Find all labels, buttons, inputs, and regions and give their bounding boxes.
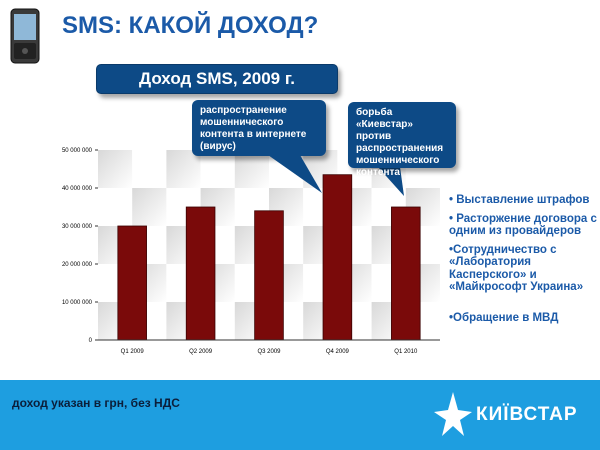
y-tick-label: 40 000 000 [62,186,93,192]
chart-header-box: Доход SMS, 2009 г. [96,64,338,94]
slide-title: SMS: КАКОЙ ДОХОД? [62,12,319,39]
plot-tile [166,150,201,188]
plot-tile [98,150,133,188]
footer-band [0,380,600,450]
bar [254,210,284,341]
bar [322,174,353,341]
callout-kyivstar: борьба «Киевстар» против распространения… [348,102,456,178]
bullet-item: •Сотрудничество с «Лаборатория Касперско… [449,243,584,294]
bullet-item: • Расторжение договора с одним из провай… [449,212,597,238]
x-tick-label: Q1 2009 [121,349,145,355]
x-tick-label: Q3 2009 [257,349,281,355]
x-axis-ticks: Q1 2009 Q2 2009 Q3 2009 Q4 2009 Q1 2010 [121,349,418,355]
bar [117,225,147,341]
y-tick-label: 50 000 000 [62,148,93,154]
bullet-item: • Выставление штрафов [449,194,590,206]
plot-tile [132,188,167,226]
x-tick-label: Q2 2009 [189,349,213,355]
footer-note: доход указан в грн, без НДС [12,396,180,410]
y-tick-label: 20 000 000 [62,262,93,268]
kyivstar-logo-text: КИЇВСТАР [476,404,578,425]
y-tick-label: 10 000 000 [62,300,93,306]
plot-tile [98,188,133,226]
kyivstar-star-icon [434,392,472,436]
y-tick-label: 0 [89,338,93,344]
bullet-item: •Обращение в МВД [449,311,559,324]
plot-tile [132,150,167,188]
y-tick-label: 30 000 000 [62,224,93,230]
x-tick-label: Q4 2009 [326,349,350,355]
plot-tile [200,150,235,188]
bar [391,206,421,341]
callout-virus: распространение мошеннического контента … [192,100,326,156]
phone-icon [10,8,40,64]
y-axis-ticks: 0 10 000 000 20 000 000 30 000 000 40 000 00… [62,148,98,344]
plot-tile [234,150,269,188]
measures-list: • Выставление штрафов • Расторжение дого… [449,194,597,330]
bar [185,206,216,341]
x-tick-label: Q1 2010 [394,349,418,355]
